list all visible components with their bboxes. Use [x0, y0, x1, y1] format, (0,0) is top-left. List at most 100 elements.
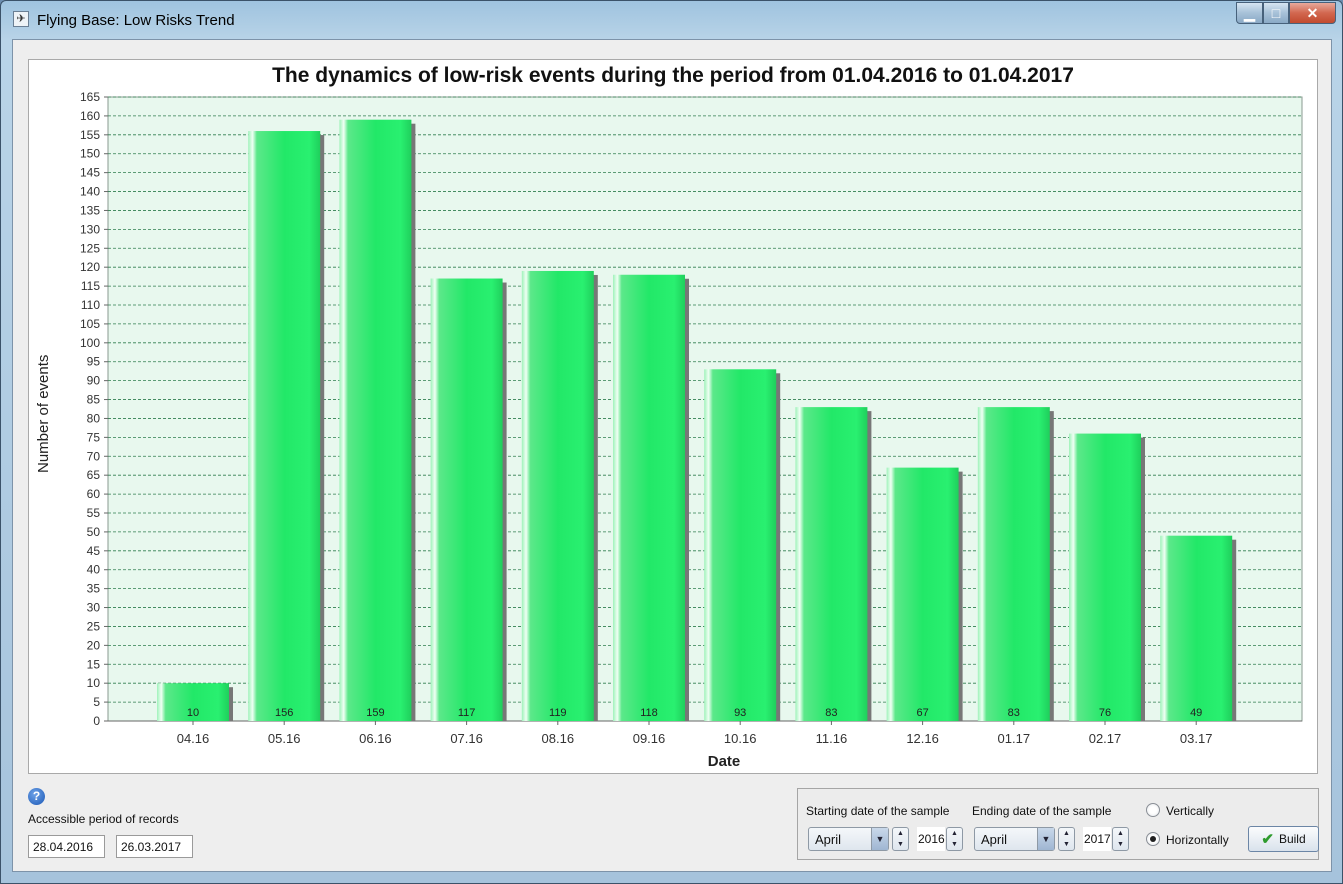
- start-month-value: April: [815, 832, 842, 847]
- x-tick-label: 10.16: [724, 731, 757, 746]
- start-year-spinner[interactable]: ▲ ▼: [946, 827, 963, 851]
- bar-value-label: 119: [549, 707, 567, 719]
- bar-chart: 0 5 10 15 20 25 30 35 40 45 50 55 60 65 70 75 80 85 90 95 10…: [80, 90, 1303, 746]
- start-date-label: Starting date of the sample: [806, 804, 950, 818]
- maximize-button[interactable]: □: [1263, 2, 1289, 24]
- accessible-period-label: Accessible period of records: [28, 812, 179, 826]
- bar-value-label: 83: [825, 707, 837, 719]
- y-tick-label: 80: [87, 411, 101, 425]
- bar: [613, 274, 685, 721]
- start-year-field[interactable]: 2016: [917, 827, 945, 851]
- bar-value-label: 118: [640, 707, 658, 719]
- chart-title: The dynamics of low-risk events during t…: [272, 64, 1074, 87]
- airplane-icon: ✈: [13, 11, 29, 27]
- build-label: Build: [1278, 832, 1306, 846]
- end-month-select[interactable]: April ▼: [974, 827, 1055, 851]
- y-tick-label: 130: [80, 222, 100, 236]
- end-month-value: April: [981, 832, 1008, 847]
- y-tick-label: 95: [87, 355, 101, 369]
- x-tick-label: 02.17: [1089, 731, 1122, 746]
- y-tick-label: 10: [87, 676, 101, 690]
- question-icon[interactable]: ?: [28, 788, 45, 805]
- bar: [886, 467, 959, 721]
- x-tick-label: 06.16: [359, 731, 392, 746]
- y-tick-label: 30: [87, 601, 101, 615]
- end-year-field[interactable]: 2017: [1083, 827, 1111, 851]
- y-tick-label: 145: [80, 166, 100, 180]
- bar-value-label: 76: [1099, 707, 1111, 719]
- y-tick-label: 155: [80, 128, 100, 142]
- x-tick-label: 08.16: [542, 731, 575, 746]
- y-tick-label: 110: [81, 298, 100, 312]
- maximize-icon: □: [1271, 5, 1281, 21]
- accessible-from-field[interactable]: 28.04.2016: [28, 835, 105, 858]
- end-month-spinner[interactable]: ▲ ▼: [1058, 827, 1075, 851]
- y-tick-label: 115: [81, 279, 100, 293]
- y-axis-label: Number of events: [35, 354, 52, 473]
- y-tick-label: 105: [80, 317, 100, 331]
- start-month-spinner[interactable]: ▲ ▼: [892, 827, 909, 851]
- bar-value-label: 10: [187, 707, 199, 719]
- bar: [339, 119, 412, 721]
- close-button[interactable]: ✕: [1289, 2, 1336, 24]
- build-button[interactable]: ✔ Build: [1248, 826, 1319, 852]
- minimize-icon: ▁: [1244, 4, 1255, 21]
- y-tick-label: 45: [87, 544, 101, 558]
- y-tick-label: 120: [80, 260, 100, 274]
- chart-panel: 0 5 10 15 20 25 30 35 40 45 50 55 60 65 70 75 80 85 90 95 10…: [28, 59, 1318, 774]
- y-tick-label: 65: [87, 468, 101, 482]
- bar-value-label: 49: [1190, 707, 1202, 719]
- window-title: Flying Base: Low Risks Trend: [37, 12, 235, 29]
- chevron-down-icon[interactable]: ▼: [871, 828, 888, 850]
- bar-value-label: 156: [275, 707, 293, 719]
- bar-value-label: 159: [366, 707, 384, 719]
- horizontal-label: Horizontally: [1166, 833, 1229, 847]
- y-tick-label: 70: [87, 449, 101, 463]
- y-tick-label: 15: [87, 657, 101, 671]
- checkmark-icon: ✔: [1261, 831, 1274, 848]
- end-year-spinner[interactable]: ▲ ▼: [1112, 827, 1129, 851]
- y-tick-label: 55: [87, 506, 101, 520]
- window-controls: ▁ □ ✕: [1236, 2, 1336, 24]
- bar: [521, 270, 594, 721]
- y-tick-label: 20: [87, 638, 101, 652]
- bar: [1069, 433, 1141, 721]
- title-bar[interactable]: ✈ Flying Base: Low Risks Trend ▁ □ ✕: [1, 1, 1342, 39]
- y-tick-label: 5: [93, 695, 100, 709]
- x-tick-label: 05.16: [268, 731, 301, 746]
- x-tick-label: 11.16: [816, 731, 848, 746]
- y-tick-label: 25: [87, 619, 101, 633]
- bar: [795, 407, 868, 721]
- y-tick-label: 125: [80, 241, 100, 255]
- y-tick-label: 40: [87, 563, 101, 577]
- horizontal-radio[interactable]: [1146, 832, 1160, 846]
- bar: [430, 278, 503, 721]
- close-icon: ✕: [1306, 4, 1319, 21]
- x-tick-label: 04.16: [177, 731, 210, 746]
- bar: [248, 131, 321, 721]
- client-area: 0 5 10 15 20 25 30 35 40 45 50 55 60 65 70 75 80 85 90 95 10…: [12, 39, 1332, 872]
- vertical-label: Vertically: [1166, 804, 1215, 818]
- y-tick-label: 100: [80, 336, 100, 350]
- bar: [704, 369, 777, 721]
- x-tick-label: 09.16: [633, 731, 666, 746]
- start-month-select[interactable]: April ▼: [808, 827, 889, 851]
- vertical-radio[interactable]: [1146, 803, 1160, 817]
- chevron-down-icon[interactable]: ▼: [1037, 828, 1054, 850]
- y-tick-label: 135: [80, 203, 100, 217]
- end-date-label: Ending date of the sample: [972, 804, 1112, 818]
- bar-value-label: 83: [1008, 707, 1020, 719]
- y-tick-label: 60: [87, 487, 101, 501]
- y-tick-label: 50: [87, 525, 101, 539]
- sample-panel: Starting date of the sample Ending date …: [797, 788, 1319, 860]
- x-tick-label: 01.17: [998, 731, 1031, 746]
- y-tick-label: 90: [87, 374, 101, 388]
- accessible-to-field[interactable]: 26.03.2017: [116, 835, 193, 858]
- y-tick-label: 75: [87, 430, 101, 444]
- y-tick-label: 85: [87, 393, 101, 407]
- bar-value-label: 93: [734, 707, 746, 719]
- y-tick-label: 140: [80, 185, 100, 199]
- minimize-button[interactable]: ▁: [1236, 2, 1263, 24]
- bar-value-label: 117: [458, 707, 476, 719]
